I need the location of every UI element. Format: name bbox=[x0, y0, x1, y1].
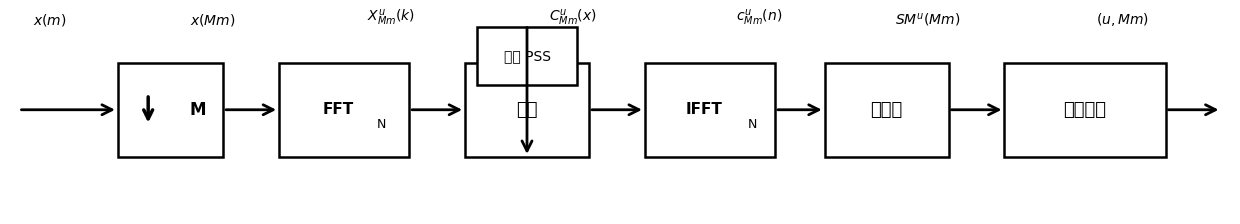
Text: 本地 PSS: 本地 PSS bbox=[503, 49, 551, 63]
Text: 门限判决: 门限判决 bbox=[1064, 101, 1106, 119]
Text: N: N bbox=[377, 118, 386, 131]
Text: 归一化: 归一化 bbox=[870, 101, 903, 119]
Text: $x(Mm)$: $x(Mm)$ bbox=[191, 12, 236, 28]
Bar bbox=[825, 63, 949, 157]
Text: N: N bbox=[748, 118, 756, 131]
Text: FFT: FFT bbox=[322, 102, 353, 117]
Text: IFFT: IFFT bbox=[686, 102, 722, 117]
Bar bbox=[645, 63, 775, 157]
Bar bbox=[477, 27, 577, 85]
Text: $c_{Mm}^{u}(n)$: $c_{Mm}^{u}(n)$ bbox=[735, 8, 782, 28]
Text: $(u,Mm)$: $(u,Mm)$ bbox=[1096, 11, 1148, 28]
Text: 复乘: 复乘 bbox=[516, 101, 538, 119]
Bar bbox=[118, 63, 223, 157]
Text: $C_{Mm}^{u}(x)$: $C_{Mm}^{u}(x)$ bbox=[549, 8, 596, 28]
Text: M: M bbox=[190, 101, 206, 119]
Text: $x(m)$: $x(m)$ bbox=[32, 12, 67, 28]
Bar bbox=[279, 63, 409, 157]
Text: $X_{Mm}^{u}(k)$: $X_{Mm}^{u}(k)$ bbox=[367, 8, 414, 28]
Bar bbox=[1004, 63, 1166, 157]
Text: $SM^{u}(Mm)$: $SM^{u}(Mm)$ bbox=[895, 11, 960, 28]
Bar bbox=[465, 63, 589, 157]
